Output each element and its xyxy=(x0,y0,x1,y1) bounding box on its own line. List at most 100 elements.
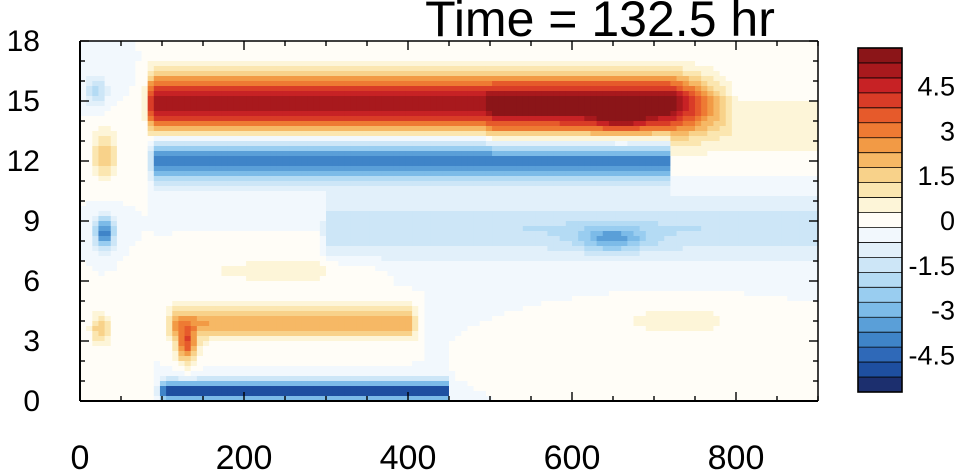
heatmap-cell xyxy=(547,156,555,162)
heatmap-cell xyxy=(92,151,100,157)
heatmap-cell xyxy=(578,56,585,62)
heatmap-cell xyxy=(787,126,794,132)
heatmap-cell xyxy=(473,46,481,52)
heatmap-cell xyxy=(688,71,696,77)
heatmap-cell xyxy=(719,106,727,112)
heatmap-cell xyxy=(590,231,598,237)
heatmap-cell xyxy=(528,86,536,92)
heatmap-cell xyxy=(123,226,130,232)
heatmap-cell xyxy=(147,211,155,217)
heatmap-cell xyxy=(92,141,100,147)
heatmap-cell xyxy=(565,196,573,202)
heatmap-cell xyxy=(719,216,727,222)
heatmap-cell xyxy=(289,221,296,227)
heatmap-cell xyxy=(123,126,130,132)
heatmap-cell xyxy=(664,196,671,202)
heatmap-cell xyxy=(80,176,87,182)
heatmap-cell xyxy=(295,46,302,52)
heatmap-cell xyxy=(528,101,536,107)
heatmap-cell xyxy=(369,196,376,202)
heatmap-cell xyxy=(116,56,124,62)
heatmap-cell xyxy=(110,81,118,87)
heatmap-cell xyxy=(799,106,807,112)
heatmap-cell xyxy=(116,206,124,212)
heatmap-cell xyxy=(707,61,715,67)
heatmap-cell xyxy=(504,231,512,237)
heatmap-cell xyxy=(701,41,708,47)
heatmap-cell xyxy=(621,46,628,52)
heatmap-cell xyxy=(774,91,782,97)
heatmap-cell xyxy=(424,231,432,237)
heatmap-cell xyxy=(424,46,432,52)
heatmap-cell xyxy=(762,151,770,157)
heatmap-cell xyxy=(781,221,788,227)
heatmap-cell xyxy=(362,121,370,127)
heatmap-cell xyxy=(707,81,715,87)
heatmap-cell xyxy=(645,131,653,137)
heatmap-cell xyxy=(768,191,776,197)
heatmap-cell xyxy=(178,91,186,97)
heatmap-cell xyxy=(651,51,659,57)
heatmap-cell xyxy=(651,171,659,177)
heatmap-cell xyxy=(221,61,229,67)
heatmap-cell xyxy=(498,96,505,102)
heatmap-cell xyxy=(615,151,622,157)
heatmap-cell xyxy=(418,236,425,242)
heatmap-cell xyxy=(147,86,155,92)
heatmap-cell xyxy=(332,156,339,162)
heatmap-cell xyxy=(479,111,487,117)
heatmap-cell xyxy=(473,206,481,212)
heatmap-cell xyxy=(615,51,622,57)
heatmap-cell xyxy=(449,166,456,172)
heatmap-cell xyxy=(744,151,751,157)
heatmap-cell xyxy=(516,156,524,162)
heatmap-cell xyxy=(203,206,210,212)
heatmap-cell xyxy=(627,186,635,192)
heatmap-cell xyxy=(504,161,512,167)
heatmap-cell xyxy=(645,181,653,187)
heatmap-cell xyxy=(645,136,653,142)
heatmap-cell xyxy=(418,206,425,212)
heatmap-cell xyxy=(178,181,186,187)
heatmap-cell xyxy=(405,101,413,107)
heatmap-cell xyxy=(608,41,616,47)
heatmap-cell xyxy=(633,226,641,232)
heatmap-cell xyxy=(375,226,382,232)
heatmap-cell xyxy=(449,171,456,177)
heatmap-cell xyxy=(282,156,290,162)
heatmap-cell xyxy=(449,161,456,167)
heatmap-cell xyxy=(172,181,179,187)
heatmap-cell xyxy=(369,236,376,242)
heatmap-cell xyxy=(455,121,462,127)
heatmap-cell xyxy=(98,231,106,237)
heatmap-cell xyxy=(123,56,130,62)
heatmap-cell xyxy=(313,186,321,192)
heatmap-cell xyxy=(774,46,782,52)
heatmap-cell xyxy=(664,71,671,77)
heatmap-cell xyxy=(147,46,155,52)
heatmap-cell xyxy=(289,61,296,67)
heatmap-cell xyxy=(811,41,819,47)
heatmap-cell xyxy=(522,101,530,107)
heatmap-cell xyxy=(608,241,616,247)
heatmap-cell xyxy=(639,86,647,92)
heatmap-cell xyxy=(664,181,671,187)
heatmap-cell xyxy=(233,166,241,172)
heatmap-cell xyxy=(399,191,407,197)
heatmap-cell xyxy=(707,71,715,77)
heatmap-cell xyxy=(332,176,339,182)
heatmap-cell xyxy=(473,136,481,142)
heatmap-cell xyxy=(664,161,671,167)
heatmap-cell xyxy=(252,66,259,72)
heatmap-cell xyxy=(559,236,567,242)
heatmap-cell xyxy=(738,146,745,152)
heatmap-cell xyxy=(141,201,149,207)
heatmap-cell xyxy=(528,221,536,227)
heatmap-cell xyxy=(731,106,739,112)
heatmap-cell xyxy=(455,181,462,187)
heatmap-cell xyxy=(221,151,229,157)
heatmap-cell xyxy=(676,156,684,162)
heatmap-cell xyxy=(762,81,770,87)
heatmap-cell xyxy=(455,76,462,82)
heatmap-cell xyxy=(387,116,395,122)
